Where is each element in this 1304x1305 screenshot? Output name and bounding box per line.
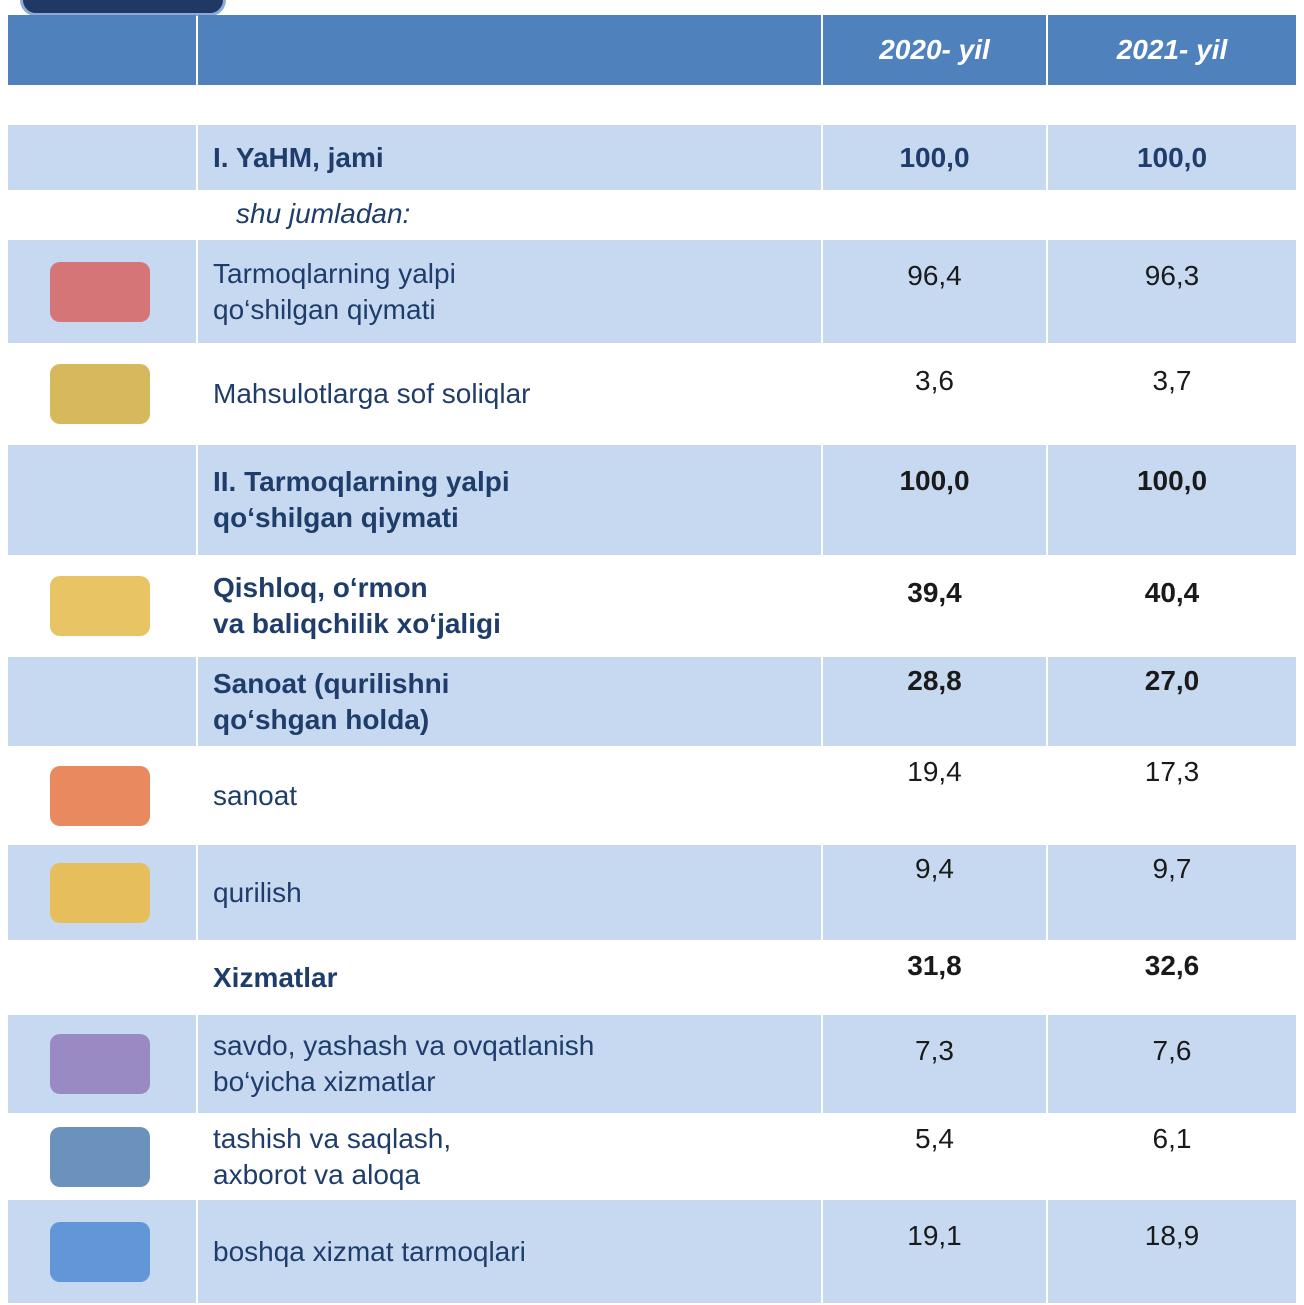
- value-cell: 3,6: [823, 345, 1046, 443]
- row-icon: [50, 1126, 150, 1187]
- value-cell: 19,4: [823, 748, 1046, 843]
- row-label: qurilish: [198, 845, 821, 940]
- value-cell: 18,9: [1048, 1200, 1296, 1303]
- row-icon: [50, 765, 150, 826]
- value-cell: 28,8: [823, 657, 1046, 746]
- value-cell: 7,3: [823, 1015, 1046, 1113]
- row-label: Xizmatlar: [198, 942, 821, 1013]
- icon-cell: [8, 192, 196, 238]
- value-cell: 31,8: [823, 942, 1046, 1013]
- header-cell: 2020- yil: [823, 15, 1046, 85]
- value-cell: 100,0: [1048, 445, 1296, 555]
- row-icon: [50, 261, 150, 322]
- value-cell: 5,4: [823, 1115, 1046, 1198]
- row-icon: [50, 1221, 150, 1282]
- icon-cell: [8, 445, 196, 555]
- row-label: sanoat: [198, 748, 821, 843]
- value-cell: [1048, 192, 1296, 238]
- row-label: shu jumladan:: [198, 192, 821, 238]
- row-icon: [50, 364, 150, 424]
- value-cell: [823, 192, 1046, 238]
- header-cell: [198, 15, 821, 85]
- icon-cell: [8, 942, 196, 1013]
- value-cell: 100,0: [823, 125, 1046, 190]
- row-label: Tarmoqlarning yalpi qo‘shilgan qiymati: [198, 240, 821, 343]
- row-label: II. Tarmoqlarning yalpi qo‘shilgan qiyma…: [198, 445, 821, 555]
- value-cell: 32,6: [1048, 942, 1296, 1013]
- row-label: Mahsulotlarga sof soliqlar: [198, 345, 821, 443]
- value-cell: 9,7: [1048, 845, 1296, 940]
- value-cell: 3,7: [1048, 345, 1296, 443]
- header-cell: [8, 15, 196, 85]
- value-cell: 19,1: [823, 1200, 1046, 1303]
- value-cell: 17,3: [1048, 748, 1296, 843]
- row-label: Qishloq, o‘rmon va baliqchilik xo‘jaligi: [198, 557, 821, 655]
- value-cell: 100,0: [1048, 125, 1296, 190]
- tab: [20, 0, 226, 16]
- row-label: savdo, yashash va ovqatlanish bo‘yicha x…: [198, 1015, 821, 1113]
- row-icon: [50, 576, 150, 636]
- icon-cell: [8, 125, 196, 190]
- header-cell: 2021- yil: [1048, 15, 1296, 85]
- value-cell: 27,0: [1048, 657, 1296, 746]
- value-cell: 7,6: [1048, 1015, 1296, 1113]
- value-cell: 9,4: [823, 845, 1046, 940]
- row-icon: [50, 1034, 150, 1094]
- value-cell: 100,0: [823, 445, 1046, 555]
- row-icon: [50, 862, 150, 923]
- row-label: tashish va saqlash, axborot va aloqa: [198, 1115, 821, 1198]
- row-label: I. YaHM, jami: [198, 125, 821, 190]
- row-label: boshqa xizmat tarmoqlari: [198, 1200, 821, 1303]
- value-cell: 39,4: [823, 557, 1046, 655]
- value-cell: 40,4: [1048, 557, 1296, 655]
- value-cell: 96,3: [1048, 240, 1296, 343]
- icon-cell: [8, 657, 196, 746]
- value-cell: 6,1: [1048, 1115, 1296, 1198]
- row-label: Sanoat (qurilishni qo‘shgan holda): [198, 657, 821, 746]
- value-cell: 96,4: [823, 240, 1046, 343]
